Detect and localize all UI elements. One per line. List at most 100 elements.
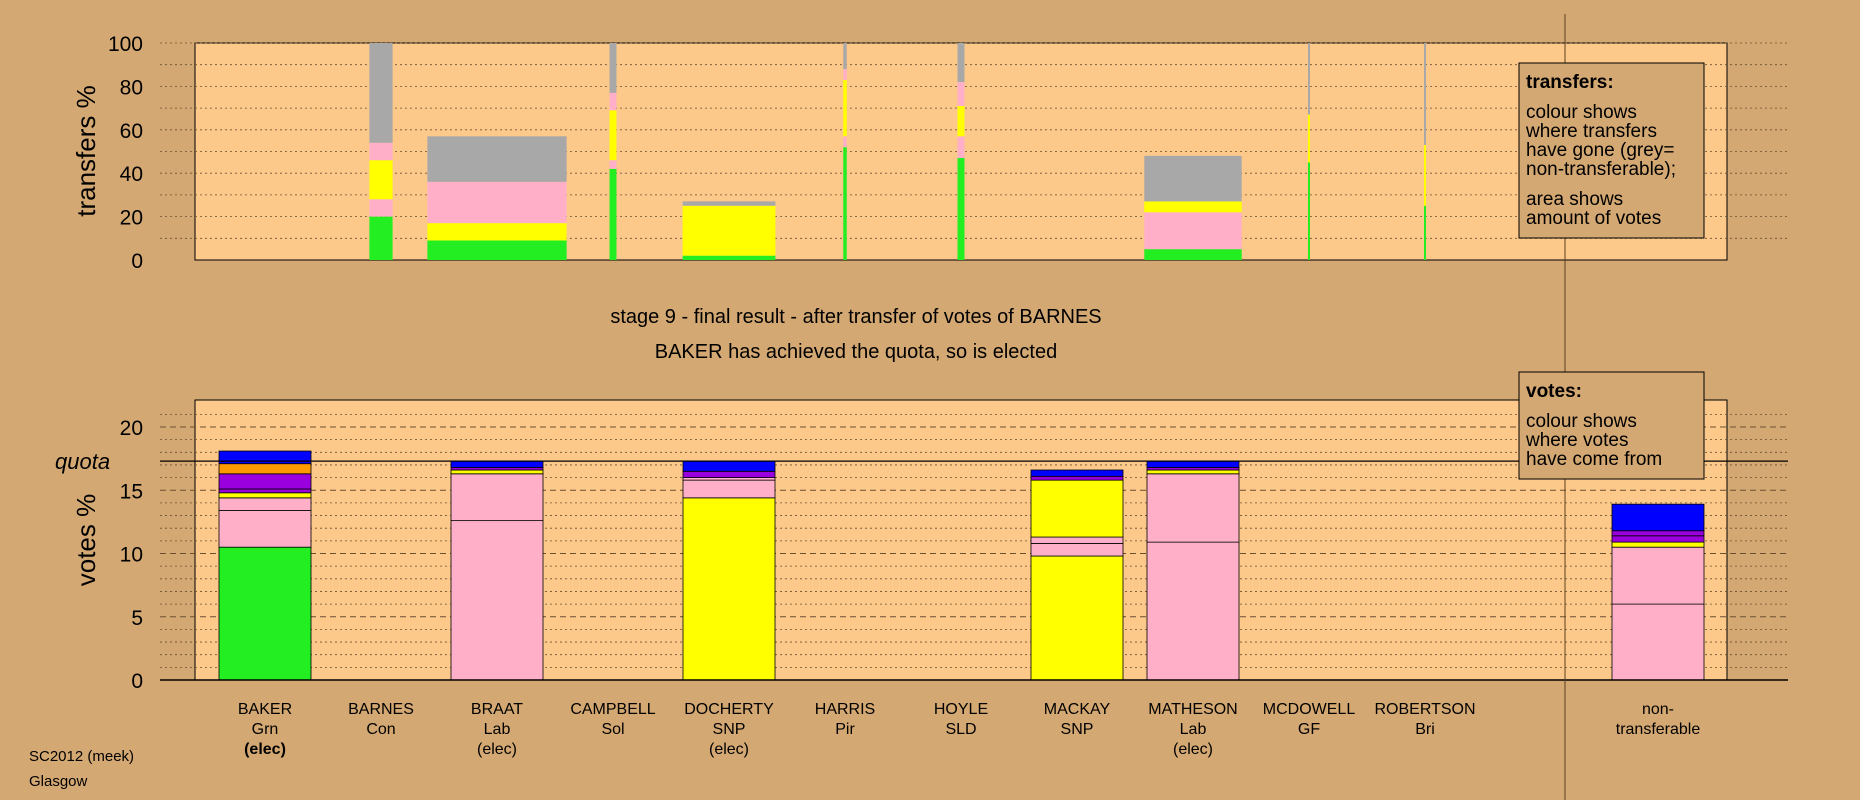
transfer-bar-segment [843,79,847,137]
transfer-bar-segment [843,69,847,80]
transfers-legend-box [1518,62,1705,239]
vote-bar-segment [450,469,544,475]
transfer-bar-segment [369,43,393,143]
nontransferable-label: transferable [1616,721,1701,738]
candidate-name: MATHESON [1148,701,1237,718]
votes-y-tick-label: 10 [120,544,143,567]
transfer-bar-segment [609,43,617,93]
candidate-status: (elec) [709,741,749,758]
candidate-name: ROBERTSON [1374,701,1475,718]
candidate-party: Lab [484,721,511,738]
candidate-name: BRAAT [471,701,523,718]
transfer-bar-segment [957,105,965,137]
votes-y-tick-label: 15 [120,480,143,503]
vote-bar-segment [1030,475,1124,481]
transfer-bar-segment [843,136,847,148]
vote-bar-segment [218,473,312,490]
candidate-party: SLD [945,721,976,738]
vote-bar-segment [218,492,312,499]
candidate-status: (elec) [1173,741,1213,758]
vote-bar-segment [1030,469,1124,477]
candidate-name: HOYLE [934,701,988,718]
transfers-legend-line: have gone (grey= [1526,140,1674,161]
candidate-party: Con [366,721,395,738]
transfers-legend: transfers: colour shows where transfers … [1518,62,1705,239]
vote-bar-segment [1030,536,1124,544]
vote-bar-segment [450,473,544,522]
vote-bar-segment [218,450,312,465]
transfer-bar-segment [1308,114,1310,163]
footer-area: Glasgow [29,773,88,790]
transfers-y-tick-label: 80 [120,76,143,99]
vote-bar-segment [1611,503,1705,532]
vote-bar-segment [1611,530,1705,537]
stage-status: BAKER has achieved the quota, so is elec… [655,341,1057,363]
vote-bar-segment [218,488,312,494]
transfer-bar-segment [369,216,393,260]
transfers-legend-line: non-transferable); [1526,159,1676,180]
transfer-bar-segment [957,82,965,106]
candidate-labels: BAKER Grn (elec) BARNES Con BRAAT Lab (elec) CAM… [238,701,1700,758]
vote-bar-segment [682,470,776,478]
candidate-party: Lab [1180,721,1207,738]
candidate-name: BARNES [348,701,414,718]
votes-y-tick-label: 20 [120,417,143,440]
transfer-bar-segment [957,158,965,260]
candidate-party: Pir [835,721,855,738]
candidate-party: GF [1298,721,1320,738]
transfer-bar-segment [682,205,776,256]
vote-bar-segment [218,510,312,548]
vote-bar-segment [1030,479,1124,538]
transfer-bar-segment [682,255,776,260]
votes-y-tick-label: 5 [131,607,143,630]
transfers-y-tick-label: 100 [108,33,143,56]
vote-bar-segment [450,520,544,681]
transfers-bars [369,43,1426,260]
candidate-party: Grn [252,721,279,738]
vote-bar-segment [1611,535,1705,543]
candidate-name: MACKAY [1044,701,1111,718]
transfer-bar-segment [1144,155,1242,202]
candidate-status: (elec) [244,741,286,758]
vote-bar-segment [1611,546,1705,605]
candidate-name: MCDOWELL [1263,701,1356,718]
transfer-bar-segment [427,181,567,224]
vote-bar-segment [1030,542,1124,557]
vote-bar-segment [682,497,776,681]
transfers-legend-line: area shows [1526,189,1623,210]
transfer-bar-segment [369,142,393,161]
votes-legend-box [1518,371,1705,480]
transfer-bar-segment [843,43,847,70]
transfer-bar-segment [427,240,567,260]
transfers-legend-title: transfers: [1526,72,1614,93]
vote-bar-segment [1611,541,1705,548]
transfer-bar-segment [1308,162,1310,260]
transfer-bar-segment [682,201,776,206]
transfer-bar-segment [427,136,567,182]
votes-panel [194,399,1728,681]
transfer-bar-segment [1424,43,1426,145]
vote-bar-segment [218,463,312,475]
vote-bar-segment [218,497,312,511]
transfers-y-tick-label: 20 [120,207,143,230]
candidate-name: HARRIS [815,701,875,718]
vote-bar-segment [450,460,544,468]
transfer-bar-segment [1424,144,1426,206]
transfers-y-axis-label: transfers % [71,85,101,217]
votes-legend-line: have come from [1526,449,1662,470]
transfer-bar-segment [609,160,617,169]
votes-legend: votes: colour shows where votes have com… [1518,371,1705,480]
transfer-bar-segment [369,199,393,217]
transfer-bar-segment [1308,43,1310,115]
transfer-bar-segment [1424,205,1426,260]
vote-bar-segment [1030,555,1124,681]
candidate-name: DOCHERTY [684,701,774,718]
transfer-bar-segment [427,223,567,241]
transfer-bar-segment [609,110,617,161]
candidate-name: CAMPBELL [570,701,655,718]
candidate-name: BAKER [238,701,292,718]
footer-method: SC2012 (meek) [29,748,134,765]
votes-y-axis-label: votes % [71,494,101,587]
vote-bar-segment [1611,603,1705,681]
